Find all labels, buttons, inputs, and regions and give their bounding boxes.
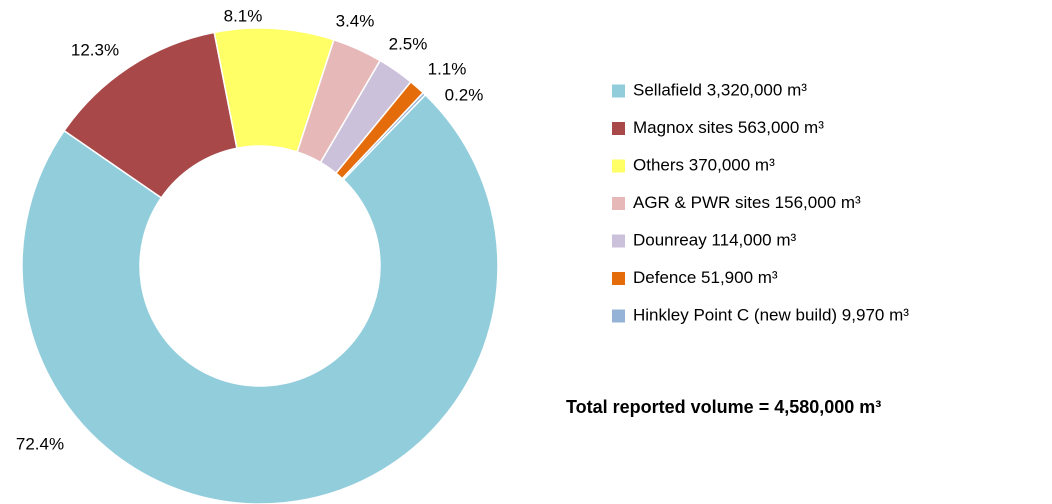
legend-swatch [612,309,625,323]
donut-slice [21,93,499,504]
legend-label: Others 370,000 m³ [633,155,775,174]
data-label: 12.3% [71,40,119,59]
data-label: 0.2% [445,85,484,104]
legend-swatch [612,84,625,98]
legend-label: Defence 51,900 m³ [633,268,778,287]
data-label: 1.1% [428,59,467,78]
data-label: 3.4% [336,11,375,30]
legend-swatch [612,234,625,248]
data-label: 8.1% [224,6,263,25]
legend-label: Sellafield 3,320,000 m³ [633,80,807,99]
data-label: 2.5% [389,34,428,53]
data-label: 72.4% [16,434,64,453]
legend-label: Dounreay 114,000 m³ [633,230,797,249]
legend-label: Magnox sites 563,000 m³ [633,118,824,137]
legend-swatch [612,159,625,173]
legend-swatch [612,272,625,285]
donut-slice [341,91,427,181]
legend-label: Hinkley Point C (new build) 9,970 m³ [633,305,909,324]
legend-swatch [612,197,625,210]
legend-swatch [612,122,625,135]
total-annotation: Total reported volume = 4,580,000 m³ [566,397,881,417]
legend-label: AGR & PWR sites 156,000 m³ [633,193,861,212]
